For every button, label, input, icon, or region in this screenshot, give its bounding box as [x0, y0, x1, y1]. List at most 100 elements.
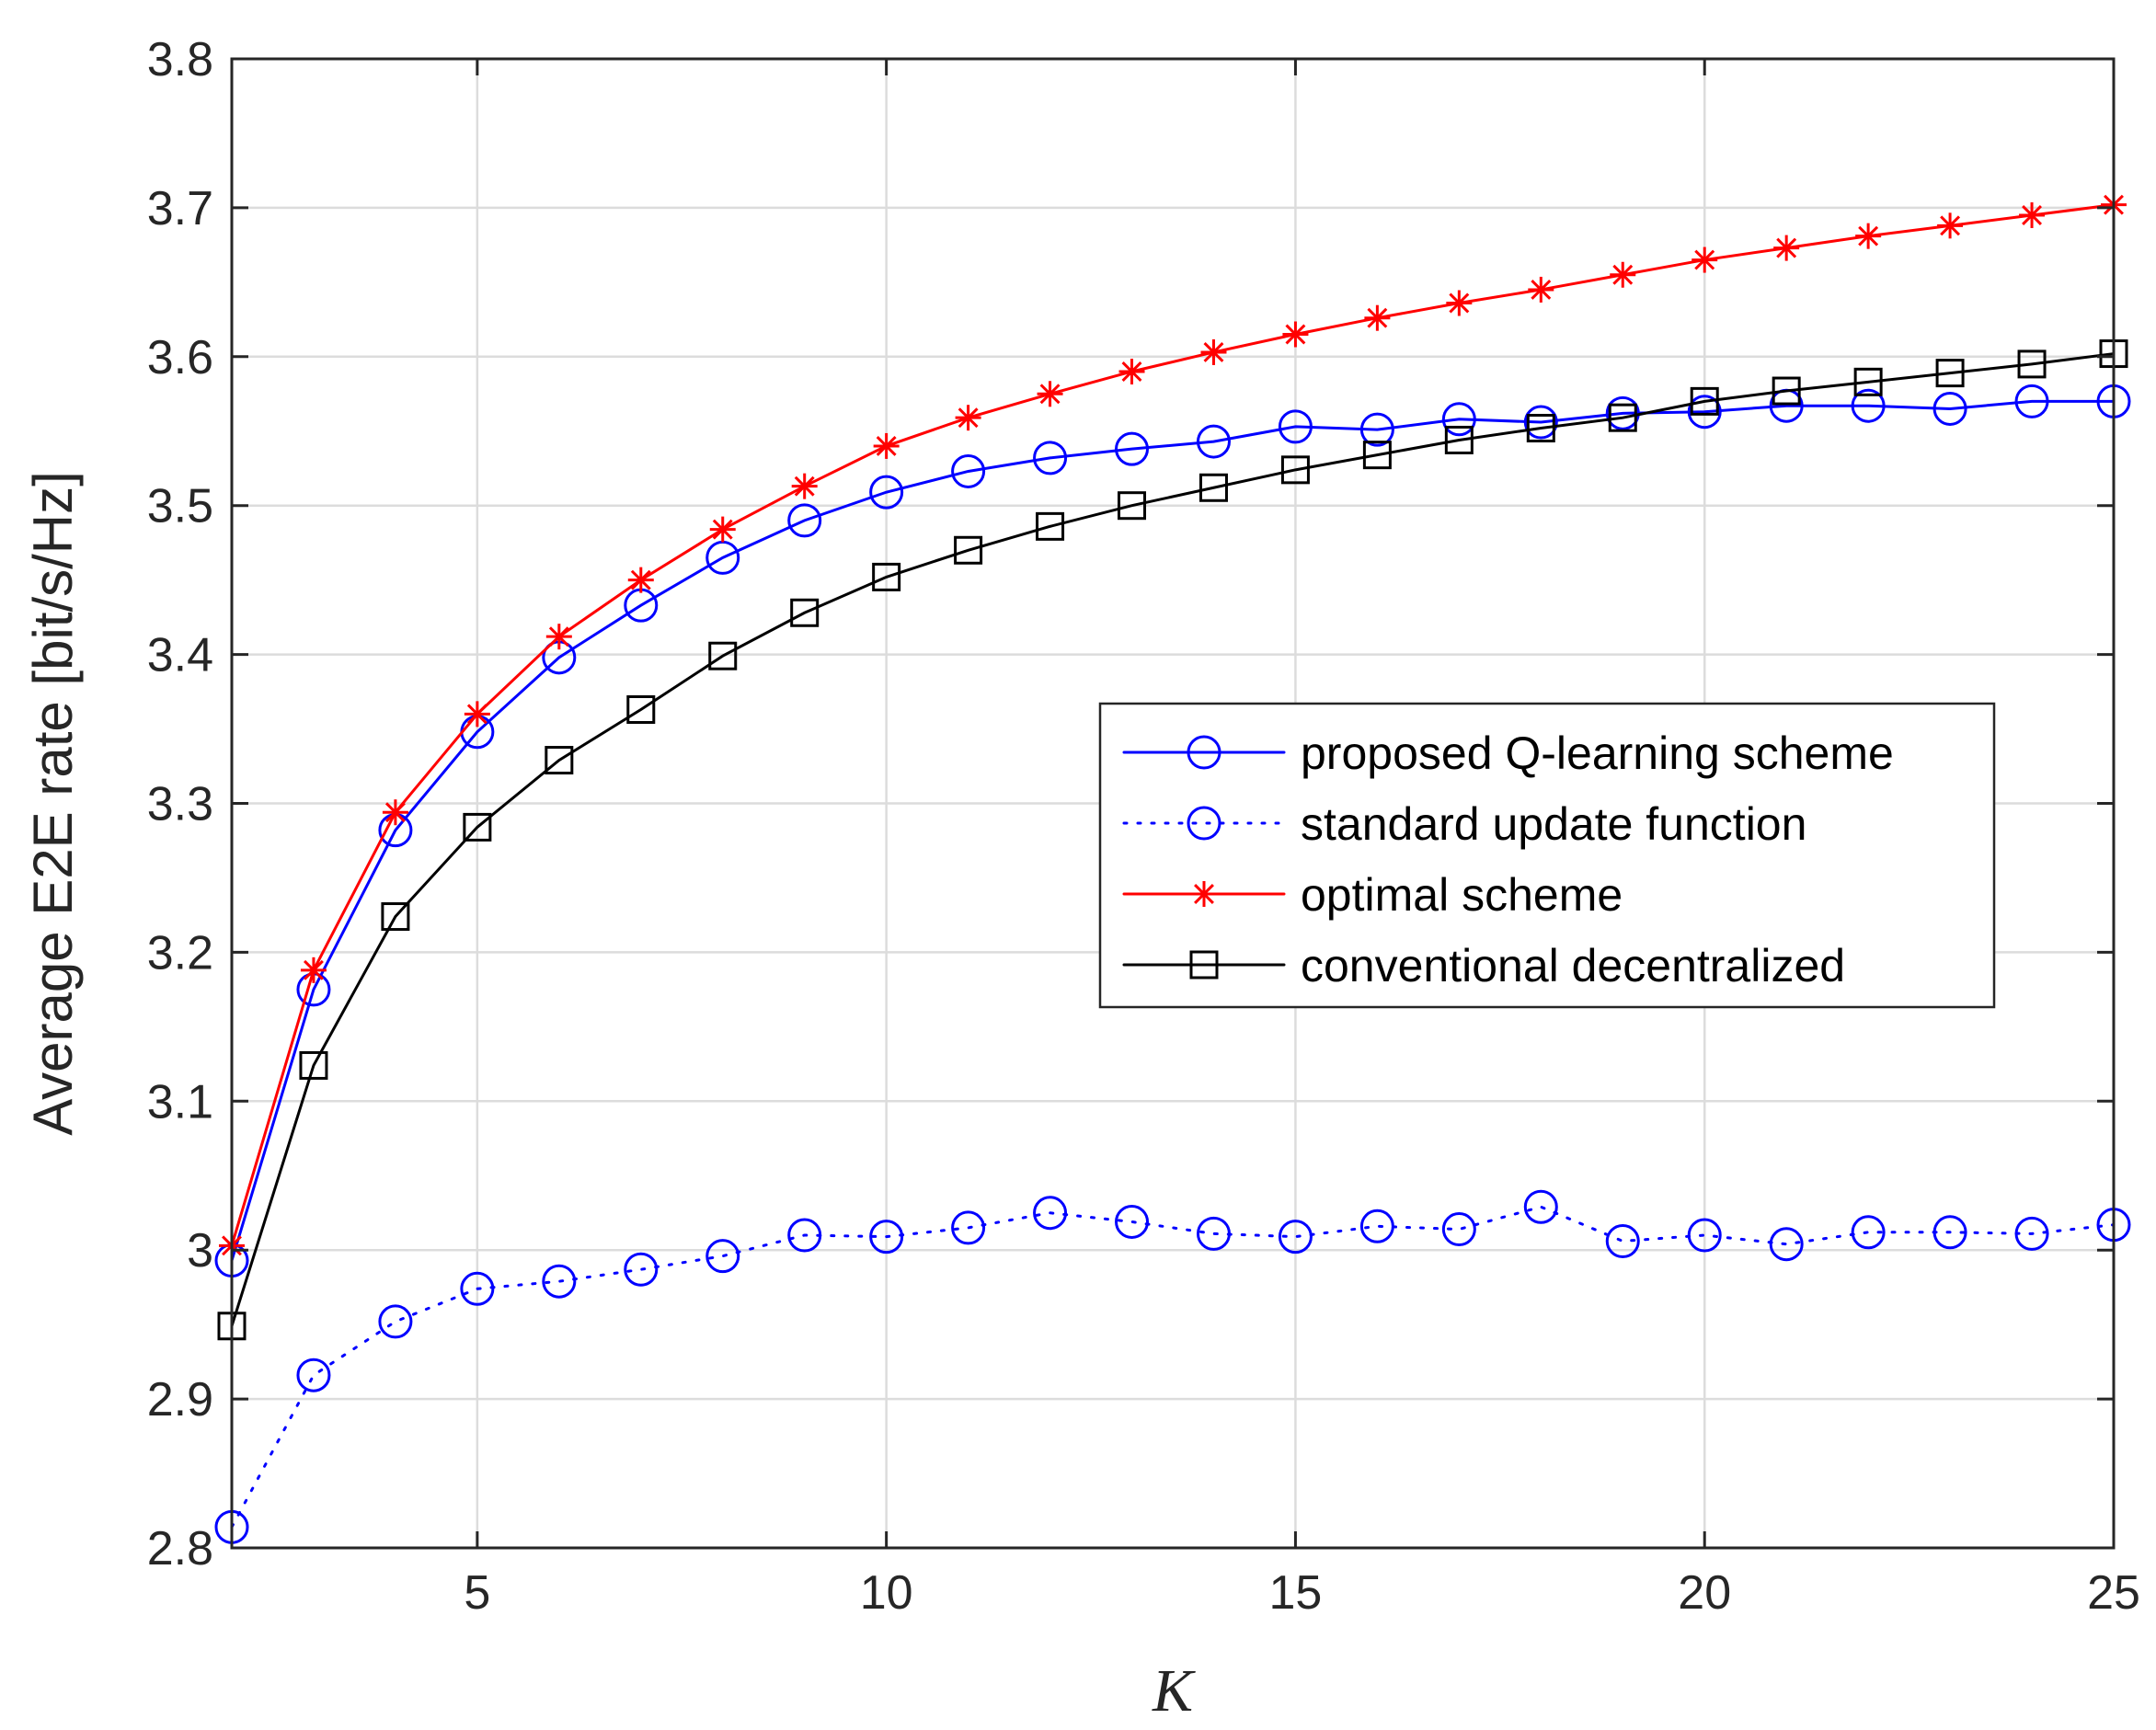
- data-point: [951, 1210, 986, 1245]
- data-point: [2014, 384, 2049, 418]
- data-point: [1115, 431, 1150, 466]
- data-point: [708, 641, 738, 670]
- legend-label: optimal scheme: [1301, 869, 1623, 921]
- data-point: [1115, 1204, 1150, 1239]
- data-point: [790, 598, 820, 627]
- data-point: [1359, 412, 1394, 447]
- data-point: [1851, 388, 1886, 423]
- data-point: [1033, 1196, 1068, 1231]
- series-line: [230, 203, 2116, 1247]
- data-point: [1608, 403, 1637, 432]
- legend-marker: [1191, 881, 1217, 907]
- series-2: [219, 191, 2127, 1259]
- data-point: [1198, 473, 1228, 502]
- data-point: [1523, 405, 1558, 440]
- data-point: [709, 516, 736, 543]
- data-point: [1441, 1212, 1476, 1247]
- legend-item-3: conventional decentralized: [1122, 940, 1845, 991]
- grid-lines: [232, 59, 2114, 1548]
- data-point: [627, 567, 654, 593]
- data-point: [705, 1239, 740, 1274]
- y-tick-label: 3.4: [147, 629, 213, 682]
- y-tick-label: 3.3: [147, 778, 213, 831]
- data-point: [296, 1358, 331, 1392]
- data-point: [1855, 223, 1882, 249]
- data-point: [1444, 425, 1474, 454]
- data-point: [1278, 409, 1313, 444]
- data-point: [463, 812, 492, 842]
- y-tick-label: 3.2: [147, 926, 213, 980]
- x-tick-label: 5: [464, 1566, 490, 1620]
- y-tick-label: 2.9: [147, 1373, 213, 1426]
- y-tick-label: 3.5: [147, 480, 213, 533]
- x-axis-label: K: [1152, 1657, 1196, 1724]
- data-point: [1528, 276, 1554, 303]
- legend-label: proposed Q-learning scheme: [1301, 728, 1894, 779]
- data-point: [955, 405, 981, 431]
- data-point: [1690, 386, 1719, 416]
- y-axis-label: Average E2E rate [bit/s/Hz]: [22, 471, 84, 1136]
- legend-label: conventional decentralized: [1301, 940, 1845, 991]
- data-point: [2019, 201, 2046, 228]
- data-point: [1362, 441, 1392, 470]
- y-tick-label: 3: [187, 1224, 213, 1277]
- legend-item-2: optimal scheme: [1122, 869, 1623, 921]
- legend-item-0: proposed Q-learning scheme: [1122, 728, 1894, 779]
- data-point: [1196, 1216, 1231, 1251]
- data-point: [787, 1218, 822, 1253]
- x-tick-label: 20: [1678, 1566, 1731, 1620]
- data-point: [1935, 359, 1965, 388]
- legend-marker: [1187, 735, 1221, 770]
- tick-labels: 5 10 15 20 25 2.8 2.9 3 3.1 3.2 3.3 3.4 3.5 3.6 3.7 3.8: [147, 33, 2140, 1620]
- x-tick-label: 15: [1269, 1566, 1323, 1620]
- series-line: [230, 399, 2116, 1263]
- legend-item-1: standard update function: [1122, 798, 1806, 850]
- data-point: [1687, 395, 1722, 430]
- series-line: [230, 1205, 2116, 1529]
- y-tick-label: 3.6: [147, 331, 213, 384]
- data-point: [545, 624, 572, 650]
- series-1: [214, 1189, 2131, 1544]
- data-point: [869, 1220, 904, 1255]
- data-point: [542, 1264, 577, 1299]
- data-point: [1526, 414, 1555, 443]
- data-point: [1932, 391, 1967, 426]
- legend-marker: [1189, 950, 1219, 980]
- legend-items: proposed Q-learning scheme standard updat…: [1122, 728, 1894, 991]
- data-point: [1280, 455, 1310, 485]
- x-tick-label: 10: [860, 1566, 913, 1620]
- data-point: [787, 503, 822, 538]
- data-point: [869, 475, 904, 510]
- y-tick-label: 3.1: [147, 1075, 213, 1129]
- data-point: [300, 957, 327, 983]
- data-point: [1769, 1227, 1804, 1262]
- data-point: [624, 1252, 659, 1287]
- data-point: [2017, 349, 2047, 379]
- data-point: [1278, 1220, 1313, 1255]
- data-point: [1446, 290, 1473, 316]
- legend-label: standard update function: [1301, 798, 1806, 850]
- legend-marker: [1187, 806, 1221, 841]
- data-point: [1196, 424, 1231, 459]
- data-point: [951, 453, 986, 488]
- data-point: [545, 746, 574, 775]
- data-point: [873, 432, 900, 459]
- data-point: [1118, 491, 1147, 521]
- data-point: [1282, 321, 1309, 348]
- data-point: [1773, 235, 1800, 261]
- data-point: [1932, 1215, 1967, 1250]
- data-point: [1937, 212, 1964, 239]
- data-point: [2014, 1216, 2049, 1251]
- data-point: [1523, 1189, 1558, 1224]
- data-point: [464, 701, 490, 728]
- data-point: [1687, 1218, 1722, 1253]
- data-point: [1851, 1215, 1886, 1250]
- data-point: [460, 1271, 495, 1306]
- x-tick-label: 25: [2087, 1566, 2140, 1620]
- data-point: [1610, 261, 1636, 288]
- data-point: [1200, 338, 1227, 365]
- y-tick-label: 3.7: [147, 182, 213, 235]
- data-point: [1359, 1209, 1394, 1243]
- legend-box: [1098, 702, 1996, 1009]
